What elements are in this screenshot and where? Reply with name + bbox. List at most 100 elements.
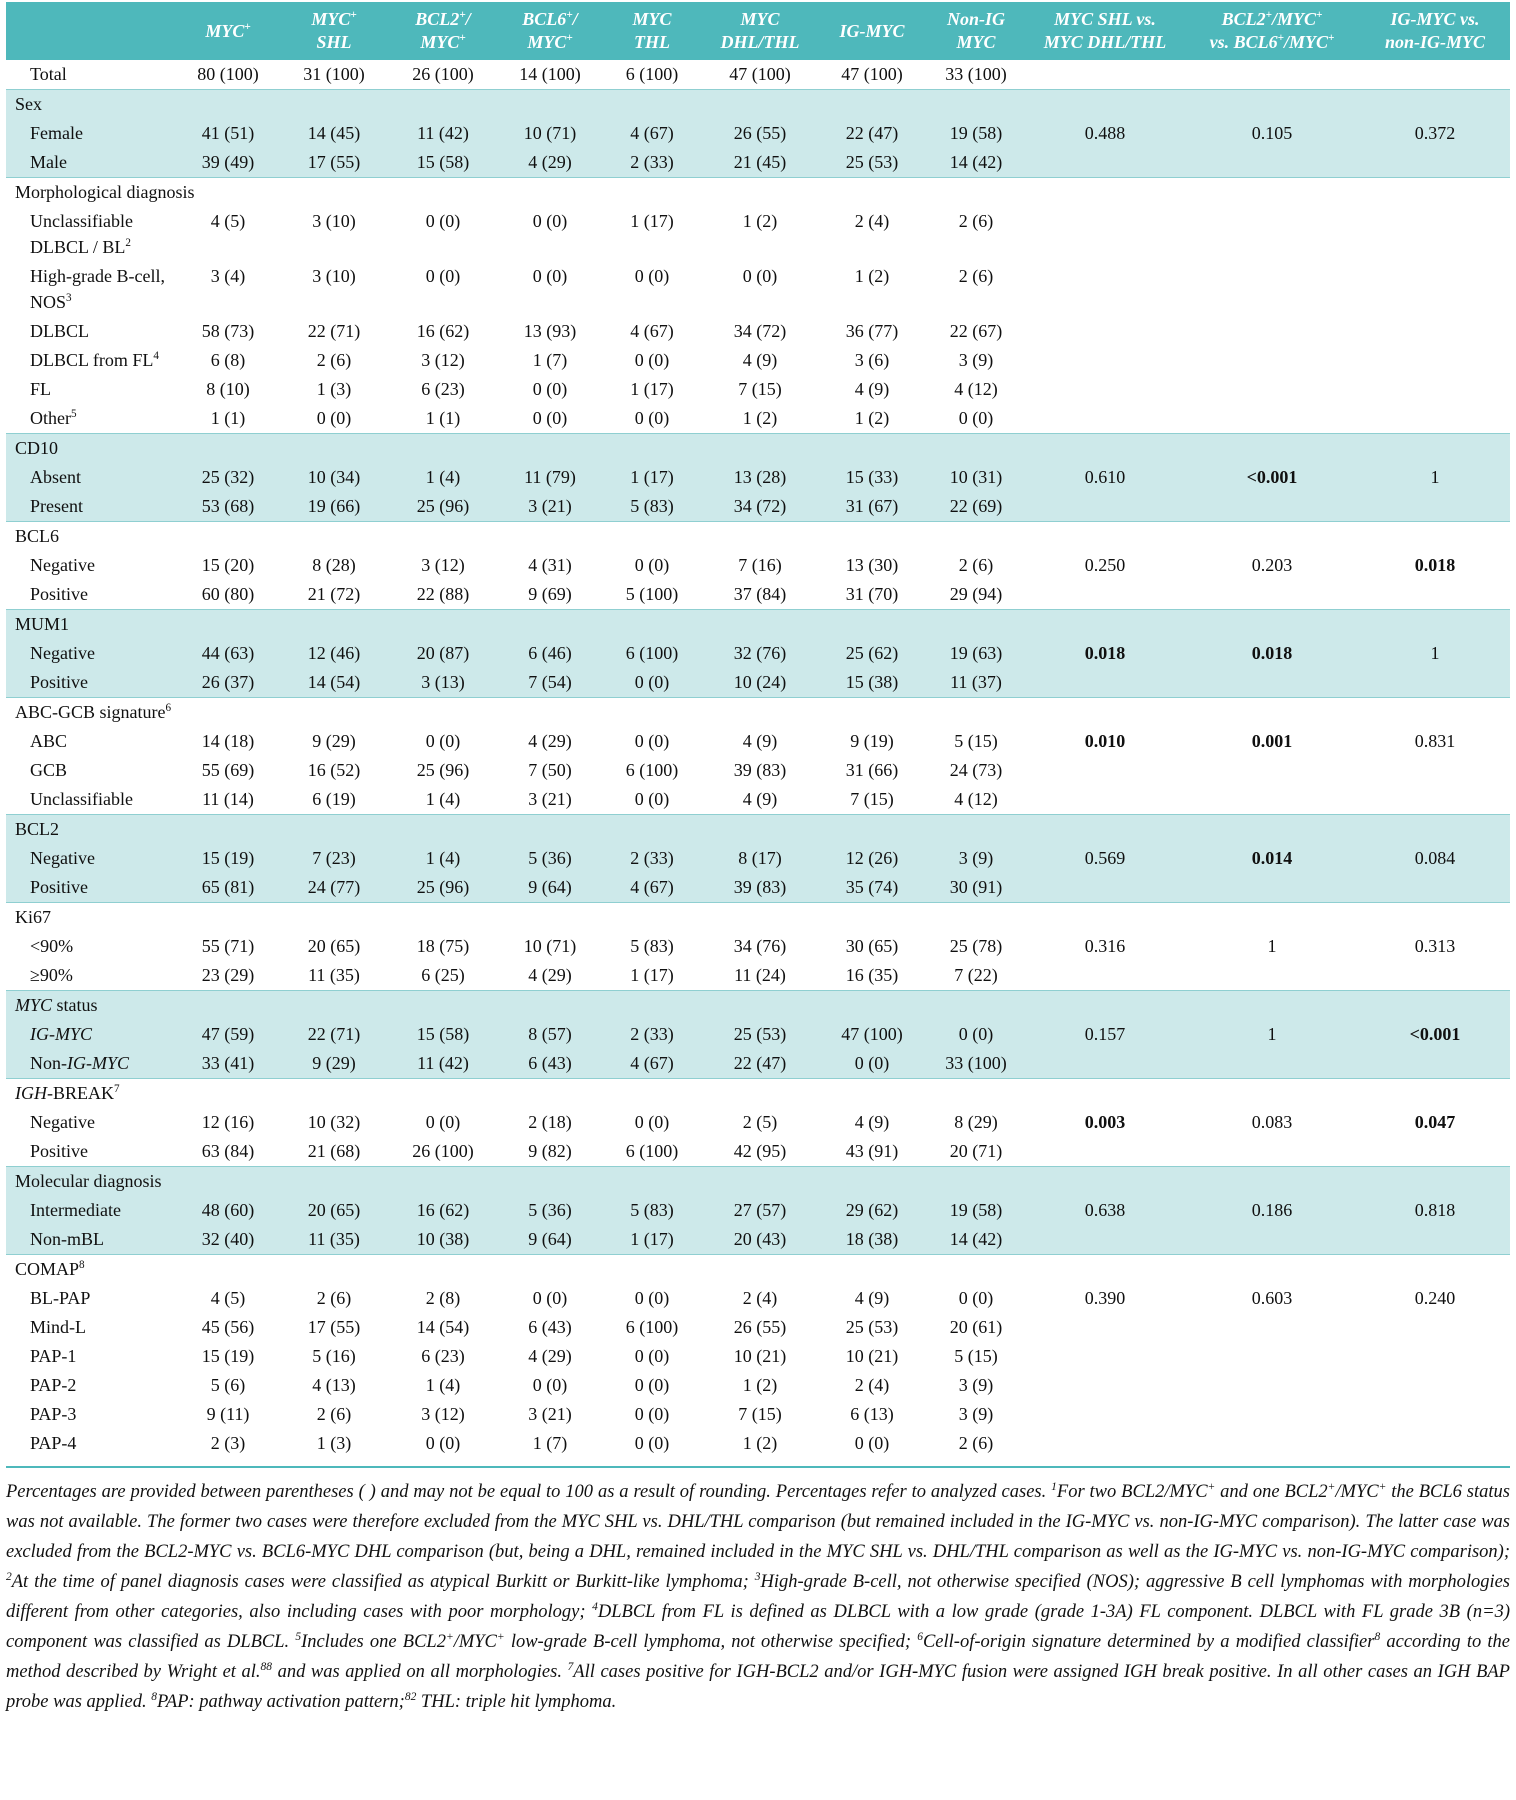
value-cell-myc-dhl-thl: 4 (9) xyxy=(742,731,778,751)
pvalue-cell-p-bcl2-vs-bcl6 xyxy=(1184,1429,1360,1458)
value-cell-ig-myc: 1 (2) xyxy=(854,266,890,286)
row-label: PAP-3 xyxy=(30,1404,77,1424)
value-cell-ig-myc: 15 (38) xyxy=(818,668,926,698)
value-cell-myc-shl: 17 (55) xyxy=(280,148,388,178)
value-cell-myc-pos: 25 (32) xyxy=(176,463,280,492)
value-cell-myc-dhl-thl: 39 (83) xyxy=(702,873,818,903)
value-cell-myc-thl: 2 (33) xyxy=(602,148,702,178)
pvalue-cell-p-ig-vs-nonig xyxy=(1360,492,1510,522)
value-cell-myc-pos: 15 (19) xyxy=(201,1346,255,1366)
value-cell-myc-shl: 20 (65) xyxy=(307,936,361,956)
pvalue-cell-p-ig-vs-nonig: 0.084 xyxy=(1360,844,1510,873)
value-cell-myc-dhl-thl: 21 (45) xyxy=(702,148,818,178)
pvalue-cell-p-shl-vs-dhlthl xyxy=(1026,1313,1184,1342)
value-cell-ig-myc: 13 (30) xyxy=(845,555,899,575)
pvalue-cell-p-bcl2-vs-bcl6 xyxy=(1184,1371,1360,1400)
row-label: Present xyxy=(6,492,176,522)
value-cell-non-ig-myc: 0 (0) xyxy=(958,408,994,428)
value-cell-myc-pos: 65 (81) xyxy=(176,873,280,903)
section-title-bcl6: BCL6 xyxy=(6,521,1510,551)
table-body: Total 80 (100) 31 (100) 26 (100) 14 (100) 6 (… xyxy=(6,60,1510,1458)
pvalue-cell-p-shl-vs-dhlthl: 0.488 xyxy=(1026,119,1184,148)
value-cell-myc-pos: 9 (11) xyxy=(206,1404,250,1424)
value-cell-ig-myc: 3 (6) xyxy=(854,350,890,370)
pvalue-cell-p-shl-vs-dhlthl xyxy=(1026,1400,1184,1429)
value-cell-myc-thl: 0 (0) xyxy=(634,1346,670,1366)
section-title-mum1: MUM1 xyxy=(6,609,1510,639)
pvalue-cell-p-ig-vs-nonig xyxy=(1360,785,1510,815)
paper-table-page: MYC+ MYC+ SHL BCL2+/MYC+ BCL6+/MYC+ MYC THL MYC… xyxy=(6,2,1510,1712)
data-row-molecular-diagnosis-0: Intermediate 48 (60) 20 (65) 16 (62) 5 (36) 5… xyxy=(6,1196,1510,1225)
value-cell-bcl2-myc: 14 (54) xyxy=(416,1317,470,1337)
value-cell-myc-thl: 4 (67) xyxy=(602,1049,702,1079)
value-cell-myc-dhl-thl: 0 (0) xyxy=(742,266,778,286)
value-cell-bcl6-myc: 2 (18) xyxy=(528,1112,572,1132)
value-cell-ig-myc: 4 (9) xyxy=(854,1112,890,1132)
column-header-ig-myc: IG-MYC xyxy=(818,2,926,60)
value-cell-non-ig-myc: 19 (58) xyxy=(926,119,1026,148)
section-title-morphological-diagnosis: Morphological diagnosis xyxy=(6,177,1510,207)
value-cell-bcl6-myc: 0 (0) xyxy=(532,1288,568,1308)
pvalue-cell-p-bcl2-vs-bcl6 xyxy=(1184,1342,1360,1371)
section-header-row-myc-status: MYC status xyxy=(6,990,1510,1020)
value-cell-myc-pos: 1 (1) xyxy=(210,408,246,428)
pvalue-cell-p-shl-vs-dhlthl: 0.316 xyxy=(1084,936,1126,956)
value-cell-bcl2-myc: 18 (75) xyxy=(416,936,470,956)
patient-characteristics-table: MYC+ MYC+ SHL BCL2+/MYC+ BCL6+/MYC+ MYC THL MYC… xyxy=(6,2,1510,1458)
value-cell-non-ig-myc: 0 (0) xyxy=(958,1288,994,1308)
pvalue-cell-p-bcl2-vs-bcl6 xyxy=(1184,785,1360,815)
value-cell-bcl2-myc: 11 (42) xyxy=(388,1049,498,1079)
value-cell-myc-shl: 20 (65) xyxy=(280,1196,388,1225)
value-cell-bcl6-myc: 10 (71) xyxy=(523,936,577,956)
column-header-non-ig-myc: Non-IG MYC xyxy=(926,2,1026,60)
section-header-row-igh-break: IGH-BREAK7 xyxy=(6,1078,1510,1108)
value-cell-myc-shl: 24 (77) xyxy=(280,873,388,903)
value-cell-myc-pos: 63 (84) xyxy=(201,1141,255,1161)
data-row-morphological-diagnosis-4: FL 8 (10) 1 (3) 6 (23) 0 (0) 1 (17) 7 (15) 4 (9… xyxy=(6,375,1510,404)
column-header-myc-thl: MYC THL xyxy=(602,2,702,60)
value-cell-myc-pos: 15 (20) xyxy=(201,555,255,575)
value-cell-myc-thl: 0 (0) xyxy=(634,731,670,751)
value-cell-bcl6-myc: 4 (31) xyxy=(528,555,572,575)
value-cell-bcl2-myc: 1 (4) xyxy=(388,844,498,873)
value-cell-ig-myc: 22 (47) xyxy=(818,119,926,148)
value-cell-myc-pos: 48 (60) xyxy=(176,1196,280,1225)
value-cell-myc-shl: 9 (29) xyxy=(312,731,356,751)
data-row-bcl6-0: Negative 15 (20) 8 (28) 3 (12) 4 (31) 0 (0) 7 … xyxy=(6,551,1510,580)
value-cell-myc-thl: 5 (100) xyxy=(625,584,679,604)
value-cell-myc-shl: 14 (45) xyxy=(280,119,388,148)
value-cell-myc-shl: 1 (3) xyxy=(316,379,352,399)
value-cell-myc-shl: 2 (6) xyxy=(316,1288,352,1308)
row-label: Female xyxy=(6,119,176,148)
data-row-ki67-1: ≥90% 23 (29) 11 (35) 6 (25) 4 (29) 1 (17) 11 (… xyxy=(6,961,1510,991)
value-cell-myc-dhl-thl: 1 (2) xyxy=(742,211,778,231)
value-cell-bcl6-myc: 6 (43) xyxy=(498,1049,602,1079)
pvalue-cell-p-ig-vs-nonig xyxy=(1360,60,1510,90)
value-cell-bcl2-myc: 26 (100) xyxy=(412,64,474,84)
value-cell-myc-dhl-thl: 10 (24) xyxy=(702,668,818,698)
pvalue-cell-p-ig-vs-nonig xyxy=(1360,1400,1510,1429)
section-title-abc-gcb-signature: ABC-GCB signature6 xyxy=(6,697,1510,727)
value-cell-ig-myc: 31 (66) xyxy=(845,760,899,780)
value-cell-myc-thl: 4 (67) xyxy=(602,119,702,148)
pvalue-cell-p-shl-vs-dhlthl: 0.638 xyxy=(1026,1196,1184,1225)
data-row-myc-status-0: IG-MYC 47 (59) 22 (71) 15 (58) 8 (57) 2 (33) 2… xyxy=(6,1020,1510,1049)
pvalue-cell-p-bcl2-vs-bcl6: 1 xyxy=(1184,1020,1360,1049)
value-cell-ig-myc: 4 (9) xyxy=(854,379,890,399)
pvalue-cell-p-shl-vs-dhlthl: 0.157 xyxy=(1026,1020,1184,1049)
value-cell-myc-pos: 39 (49) xyxy=(176,148,280,178)
pvalue-cell-p-shl-vs-dhlthl: 0.010 xyxy=(1084,731,1126,751)
column-header-p-shl-vs-dhlthl: MYC SHL vs. MYC DHL/THL xyxy=(1026,2,1184,60)
value-cell-myc-thl: 0 (0) xyxy=(634,350,670,370)
pvalue-cell-p-bcl2-vs-bcl6 xyxy=(1184,873,1360,903)
value-cell-ig-myc: 47 (100) xyxy=(818,1020,926,1049)
pvalue-cell-p-shl-vs-dhlthl xyxy=(1026,317,1184,346)
value-cell-myc-thl: 0 (0) xyxy=(634,1288,670,1308)
value-cell-myc-dhl-thl: 4 (9) xyxy=(742,350,778,370)
value-cell-myc-thl: 6 (100) xyxy=(625,64,679,84)
pvalue-cell-p-bcl2-vs-bcl6 xyxy=(1184,1225,1360,1255)
value-cell-ig-myc: 29 (62) xyxy=(818,1196,926,1225)
pvalue-cell-p-bcl2-vs-bcl6: 1 xyxy=(1267,936,1277,956)
value-cell-myc-pos: 80 (100) xyxy=(197,64,259,84)
value-cell-ig-myc: 6 (13) xyxy=(850,1404,894,1424)
